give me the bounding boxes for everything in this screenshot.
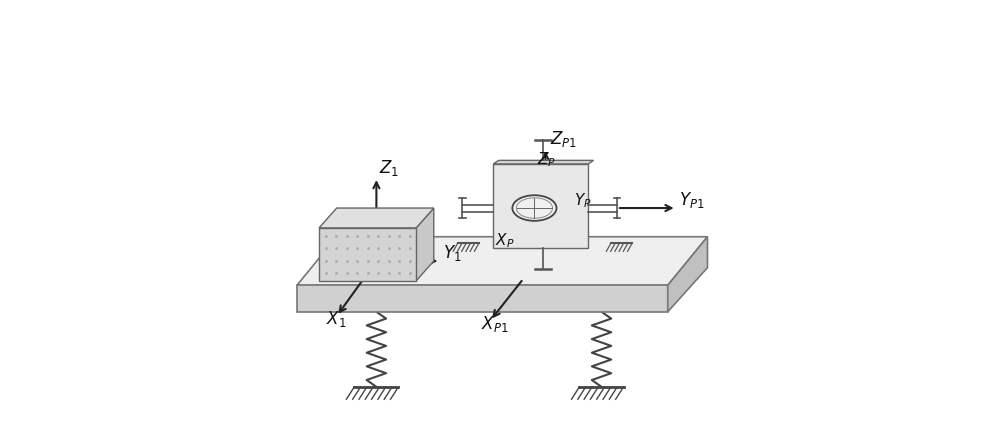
Text: $Y_P$: $Y_P$ [574,191,592,210]
Polygon shape [493,160,594,164]
Polygon shape [668,237,707,312]
Text: $Y_{P1}$: $Y_{P1}$ [679,190,704,211]
Polygon shape [319,208,434,228]
Ellipse shape [512,195,557,221]
Text: $X_P$: $X_P$ [495,232,514,250]
Bar [493,164,588,248]
Text: $Y_1$: $Y_1$ [443,243,461,263]
Polygon shape [416,208,434,281]
Text: $X_1$: $X_1$ [326,309,346,329]
Text: $Z_P$: $Z_P$ [537,150,556,169]
Polygon shape [297,285,668,312]
Text: $Z_1$: $Z_1$ [379,158,399,178]
Text: $X_{P1}$: $X_{P1}$ [481,313,509,333]
Polygon shape [297,237,707,285]
Text: $Z_{P1}$: $Z_{P1}$ [550,129,577,149]
Polygon shape [319,228,416,281]
